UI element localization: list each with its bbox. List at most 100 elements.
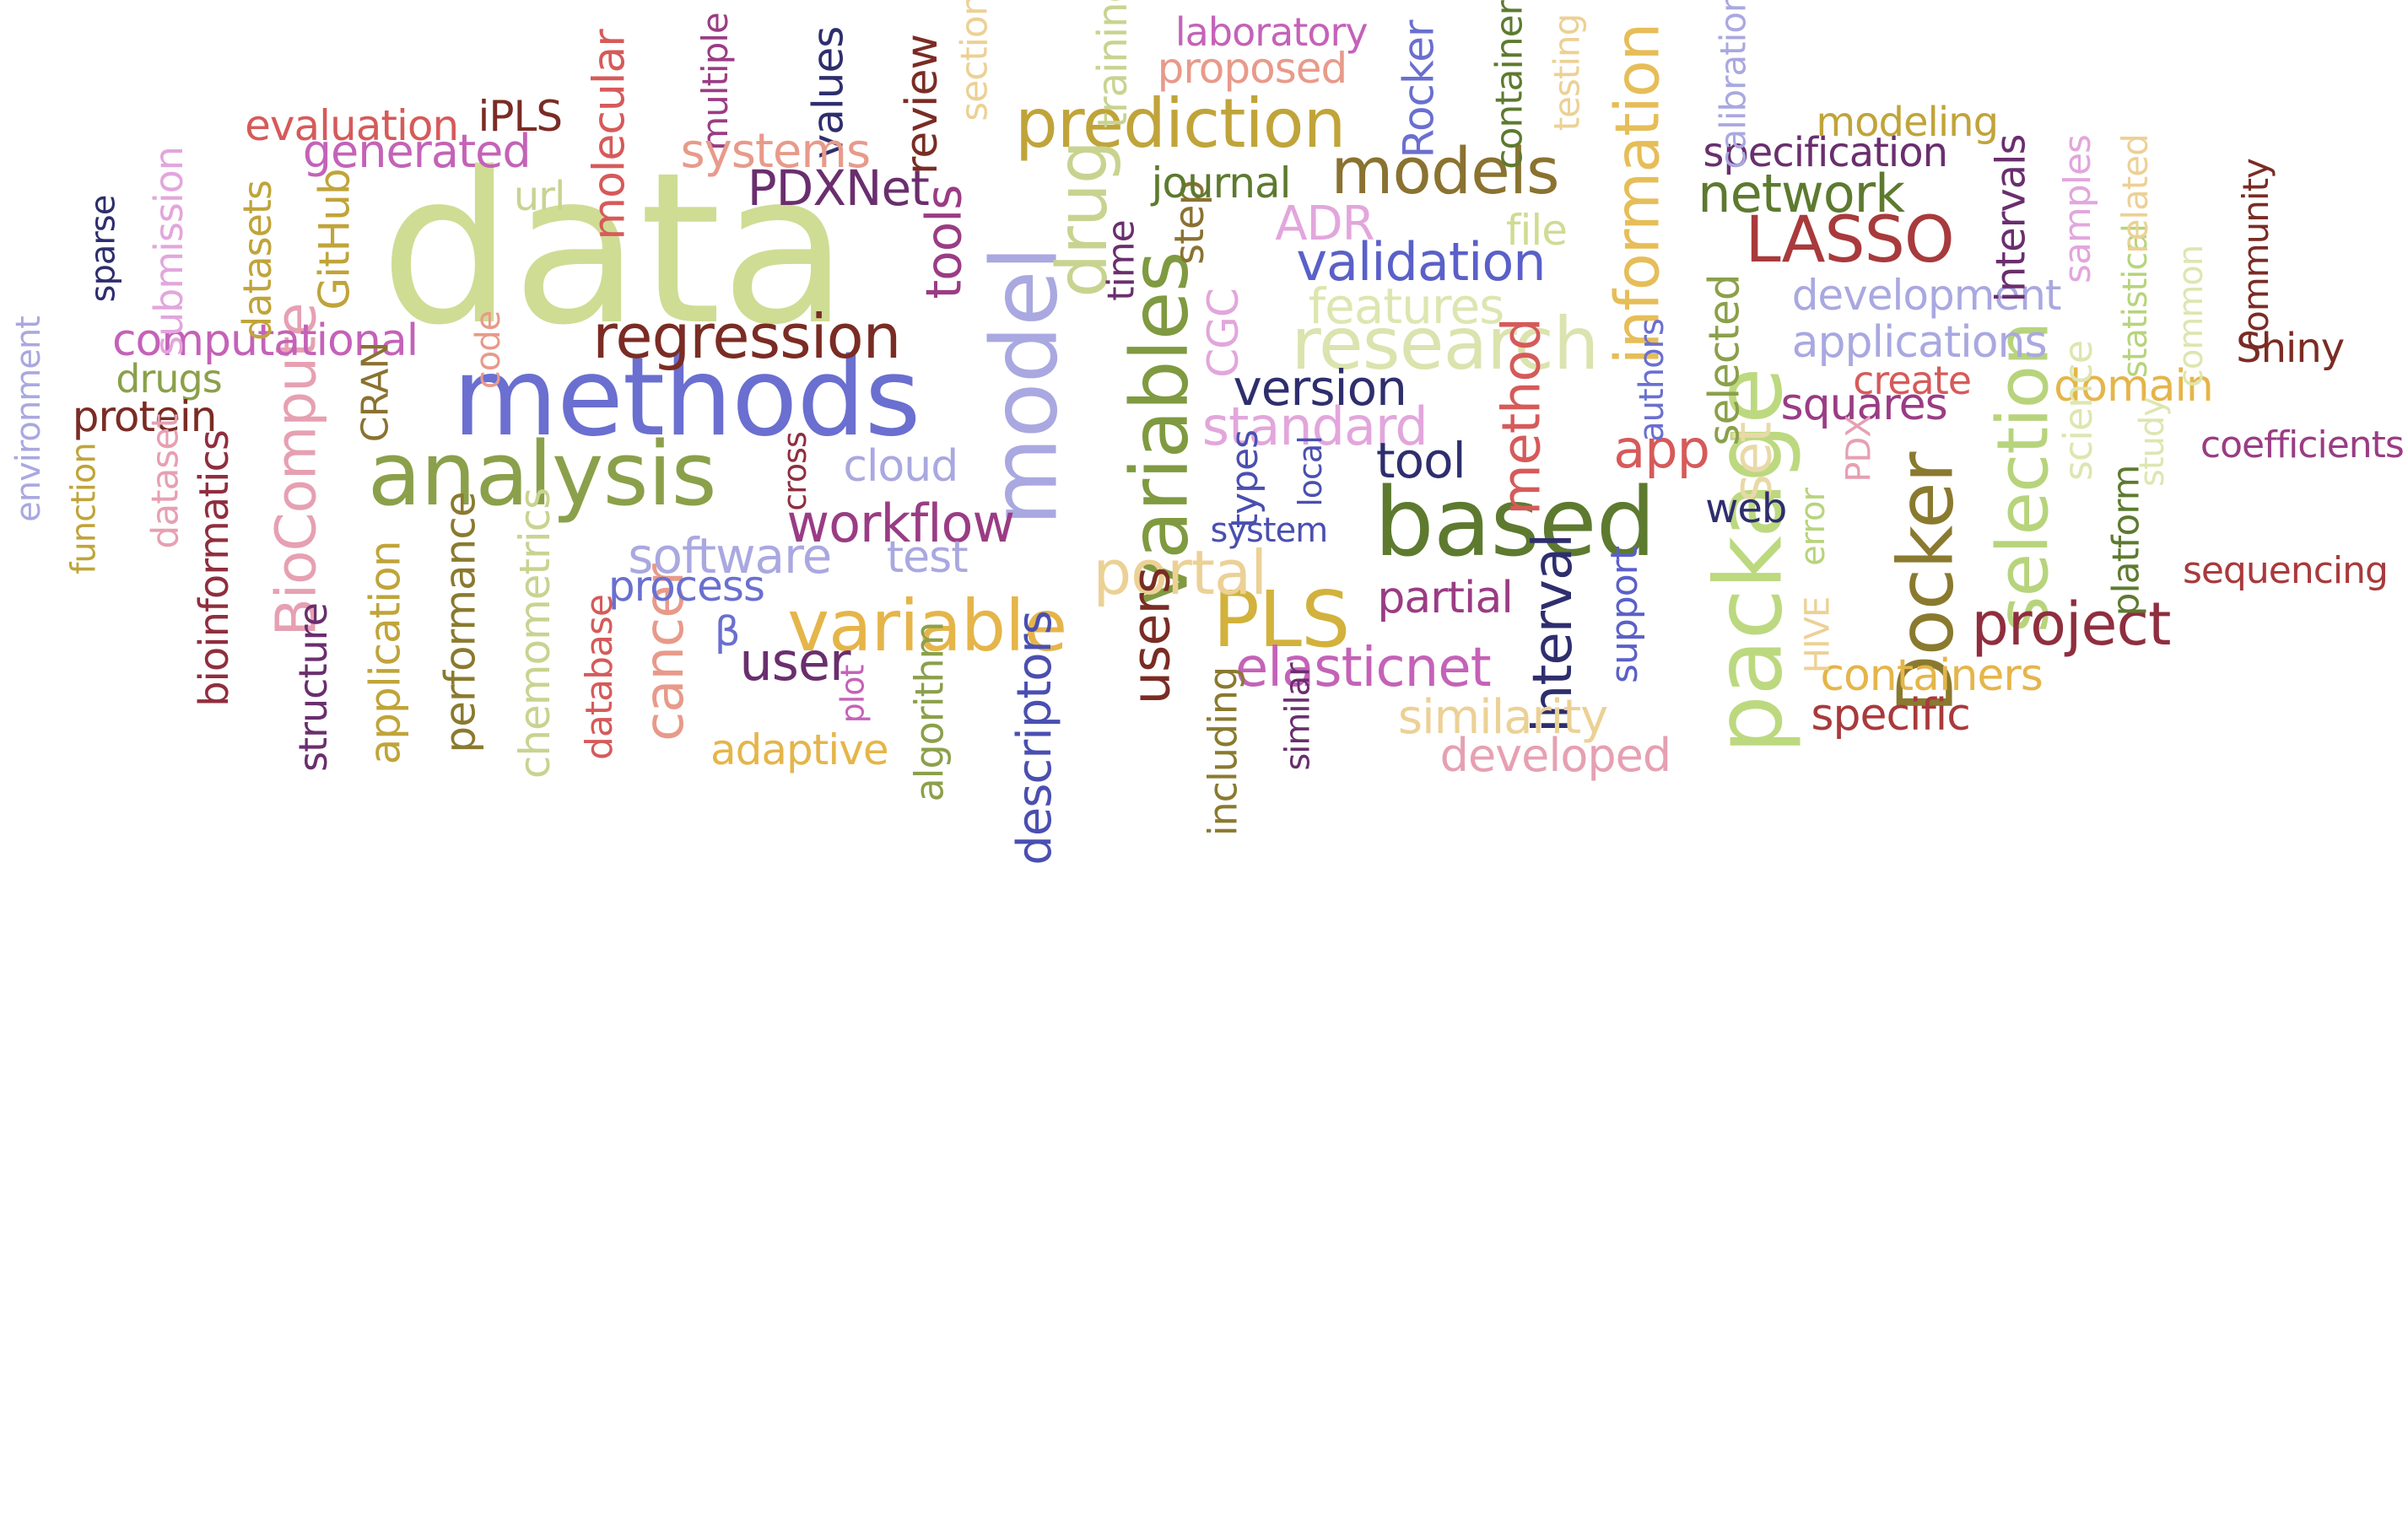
- word-: β: [714, 607, 741, 655]
- word-container: container: [1487, 0, 1531, 170]
- word-developed: developed: [1439, 729, 1671, 783]
- word-cgc: CGC: [1198, 288, 1248, 378]
- word-shiny: Shiny: [2236, 325, 2345, 373]
- word-workflow: workflow: [786, 493, 1015, 555]
- word-process: process: [607, 562, 765, 612]
- word-project: project: [1971, 589, 2171, 659]
- word-rocker: Rocker: [1394, 20, 1444, 159]
- word-network: network: [1698, 162, 1905, 224]
- word-datasets: datasets: [235, 180, 281, 341]
- word-time: time: [1100, 220, 1144, 301]
- word-testing: testing: [1546, 13, 1588, 132]
- word-web: web: [1705, 485, 1787, 533]
- word-create: create: [1853, 357, 1972, 403]
- word-descriptors: descriptors: [1007, 610, 1062, 865]
- word-ipls: iPLS: [478, 92, 563, 142]
- word-models: models: [1331, 132, 1559, 208]
- word-evaluation: evaluation: [245, 101, 459, 151]
- word-journal: journal: [1151, 159, 1291, 208]
- word-community: community: [2235, 158, 2277, 351]
- word-environment: environment: [9, 316, 49, 523]
- word-file: file: [1505, 205, 1568, 255]
- word-prediction: prediction: [1014, 84, 1346, 164]
- word-support: support: [1603, 547, 1647, 684]
- word-system: system: [1210, 510, 1329, 550]
- word-squares: squares: [1780, 379, 1947, 430]
- word-database: database: [577, 594, 621, 760]
- word-url: url: [513, 173, 565, 221]
- word-elasticnet: elasticnet: [1234, 637, 1492, 700]
- word-structure: structure: [289, 603, 336, 773]
- word-application: application: [360, 541, 410, 765]
- word-error: error: [1793, 488, 1833, 566]
- word-variable: variable: [787, 584, 1067, 667]
- word-modeling: modeling: [1816, 99, 1999, 147]
- word-training: training: [1088, 0, 1137, 128]
- word-common: common: [2172, 245, 2211, 388]
- word-adr: ADR: [1275, 196, 1374, 251]
- word-data: data: [380, 128, 849, 372]
- word-features: features: [1308, 277, 1505, 335]
- word-science: science: [2055, 340, 2102, 481]
- word-including: including: [1200, 666, 1246, 837]
- word-proposed: proposed: [1157, 43, 1348, 93]
- word-review: review: [897, 34, 948, 175]
- word-applications: applications: [1791, 316, 2048, 368]
- word-function: function: [65, 443, 105, 575]
- word-user: user: [739, 630, 850, 693]
- word-bioinformatics: bioinformatics: [190, 429, 238, 707]
- word-study: study: [2133, 397, 2173, 488]
- word-platform: platform: [2104, 465, 2148, 617]
- word-analysis: analysis: [367, 423, 717, 526]
- word-cran: CRAN: [353, 342, 397, 443]
- word-validation: validation: [1296, 230, 1546, 293]
- word-generated: generated: [302, 124, 532, 178]
- word-domain: domain: [2054, 360, 2214, 412]
- word-adaptive: adaptive: [710, 725, 889, 775]
- word-development: development: [1791, 271, 2062, 321]
- word-tools: tools: [915, 185, 973, 299]
- word-information: information: [1601, 23, 1673, 365]
- word-local: local: [1291, 435, 1329, 507]
- word-coefficients: coefficients: [2200, 423, 2405, 467]
- word-regression: regression: [592, 300, 901, 372]
- word-research: research: [1291, 301, 1599, 386]
- word-intervals: intervals: [1987, 134, 2035, 303]
- word-test: test: [886, 531, 969, 583]
- word-similarity: similarity: [1397, 690, 1608, 746]
- word-sequencing: sequencing: [2182, 549, 2389, 593]
- word-dataset: dataset: [144, 414, 188, 549]
- word-cross: cross: [775, 431, 813, 511]
- word-submission: submission: [145, 147, 192, 357]
- word-lasso: LASSO: [1745, 201, 1954, 277]
- word-version: version: [1233, 359, 1406, 417]
- word-based: based: [1374, 467, 1656, 578]
- word-laboratory: laboratory: [1174, 8, 1369, 55]
- word-users: users: [1119, 568, 1181, 705]
- word-portal: portal: [1093, 536, 1267, 608]
- word-molecular: molecular: [584, 30, 635, 240]
- word-protein: protein: [72, 391, 218, 441]
- word-plot: plot: [834, 665, 872, 723]
- word-tool: tool: [1375, 431, 1466, 489]
- word-pdx: PDX: [1839, 414, 1879, 483]
- word-performance: performance: [435, 492, 485, 753]
- word-systems: systems: [680, 123, 871, 179]
- word-authors: authors: [1632, 318, 1671, 442]
- word-app: app: [1613, 418, 1710, 481]
- word-selection: selection: [1981, 321, 2065, 633]
- word-standard: standard: [1201, 396, 1428, 458]
- word-methods: methods: [452, 335, 921, 461]
- word-samples: samples: [2055, 134, 2099, 283]
- word-related: related: [2114, 134, 2157, 254]
- word-containers: containers: [1820, 650, 2043, 702]
- word-selected: selected: [1699, 274, 1749, 446]
- word-github: GitHub: [310, 169, 359, 310]
- word-code: code: [469, 310, 509, 390]
- word-cloud: cloud: [843, 441, 958, 493]
- word-software: software: [628, 527, 832, 585]
- word-similar: similar: [1278, 662, 1318, 771]
- word-calibration: calibration: [1713, 0, 1755, 170]
- word-chemometrics: chemometrics: [510, 488, 559, 779]
